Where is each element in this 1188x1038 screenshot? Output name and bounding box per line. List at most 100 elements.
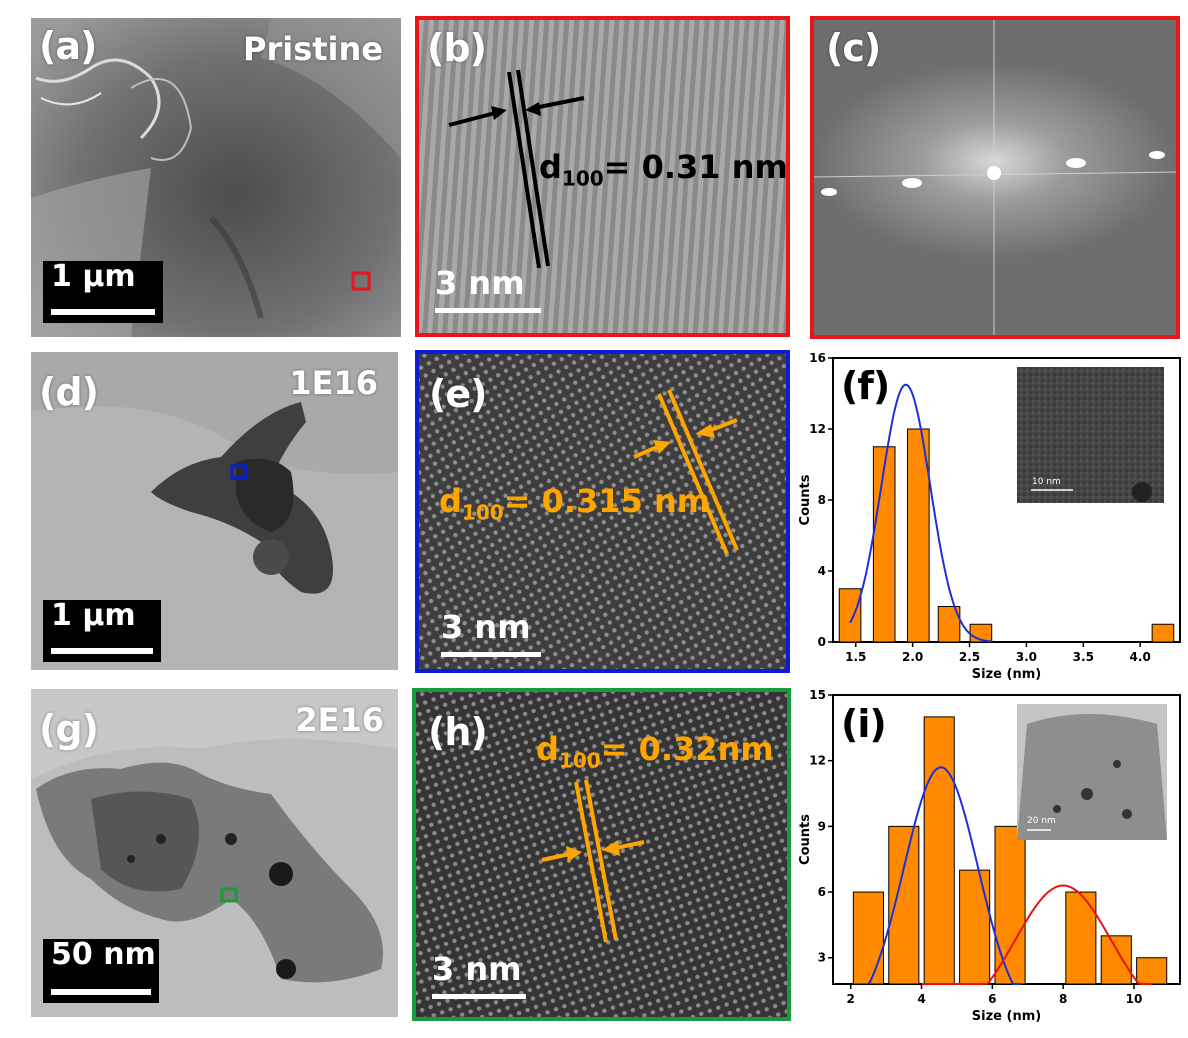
y-tick-label: 6 [818, 885, 826, 899]
d-symbol: d [539, 148, 562, 186]
panel-label: (g) [39, 707, 99, 751]
y-axis-label: Counts [798, 474, 813, 525]
region-marker-green [220, 887, 238, 903]
panel-d-tem-image: (d) 1E16 1 µm [31, 352, 398, 670]
inset-scale-text: 10 nm [1032, 477, 1061, 487]
histogram-bar [838, 588, 862, 643]
histogram-bar [872, 446, 896, 643]
histogram-bar [1151, 623, 1175, 643]
sample-label: 1E16 [289, 364, 378, 402]
scale-bar: 1 µm [43, 598, 161, 662]
y-axis-label: Counts [798, 814, 813, 865]
y-tick-label: 15 [809, 688, 826, 702]
panel-a-micrograph [31, 18, 401, 337]
scale-bar: 3 nm [435, 264, 541, 313]
scale-bar: 1 µm [43, 259, 163, 323]
x-tick-label: 10 [1126, 992, 1143, 1006]
histogram-bar [959, 869, 991, 985]
d-subscript: 100 [461, 500, 504, 525]
inset-f-image [1017, 367, 1164, 503]
scale-bar: 3 nm [441, 608, 541, 657]
gaussian-fit-curve [867, 766, 1021, 985]
panel-f-inset: 10 nm [1017, 367, 1164, 503]
region-marker-blue [230, 464, 248, 480]
x-tick-label: 2.5 [959, 650, 980, 664]
d-subscript: 100 [558, 748, 601, 773]
scale-bar-text: 3 nm [435, 264, 525, 302]
x-tick-label: 2.0 [902, 650, 923, 664]
gaussian-fit-curve [921, 884, 1152, 985]
panel-label: (h) [428, 710, 488, 754]
panel-h-hrtem: (h) d100= 0.32nm 3 nm [412, 688, 791, 1021]
inset-i-image [1017, 704, 1167, 840]
y-tick-label: 9 [818, 819, 826, 833]
panel-g-micrograph [31, 689, 398, 1017]
x-tick-label: 1.5 [845, 650, 866, 664]
histogram-bar [907, 428, 930, 643]
histogram-bar [852, 891, 884, 985]
y-tick-label: 4 [818, 564, 826, 578]
panel-label: (f) [841, 364, 890, 408]
panel-a-tem-image: (a) Pristine 1 µm [31, 18, 401, 337]
x-tick-label: 4.0 [1130, 650, 1151, 664]
histogram-bar [888, 825, 920, 985]
histogram-bar [1136, 957, 1168, 985]
d-spacing-label: d100= 0.31 nm [539, 148, 788, 191]
d-value: = 0.32nm [600, 730, 774, 768]
panel-b-lattice [419, 20, 786, 333]
sample-label: Pristine [243, 30, 383, 68]
x-tick-label: 8 [1059, 992, 1067, 1006]
d-value: = 0.315 nm [503, 482, 711, 520]
scale-bar-text: 3 nm [432, 950, 522, 988]
y-tick-label: 3 [818, 951, 826, 965]
y-tick-label: 12 [809, 754, 826, 768]
panel-label: (c) [826, 26, 881, 70]
panel-label: (b) [427, 26, 487, 70]
panel-i-size-histogram: 2 4 6 8 10 3 6 9 12 15 Size (nm) Counts (i) 20 nm [795, 688, 1185, 1028]
panel-c-fft-pattern [814, 20, 1176, 335]
scale-bar: 50 nm [43, 937, 159, 1003]
y-tick-label: 12 [809, 422, 826, 436]
panel-e-lattice [419, 354, 786, 669]
x-axis-label: Size (nm) [972, 1009, 1041, 1024]
scale-bar: 3 nm [432, 950, 526, 999]
d-symbol: d [439, 482, 462, 520]
scale-bar-text: 3 nm [441, 608, 531, 646]
d-spacing-label: d100= 0.32nm [536, 730, 774, 772]
panel-f-size-histogram: 1.5 2.0 2.5 3.0 3.5 4.0 0 4 8 12 16 Size (nm) Counts… [795, 351, 1185, 682]
x-tick-label: 3.5 [1073, 650, 1094, 664]
x-tick-label: 2 [847, 992, 855, 1006]
panel-b-hrtem: (b) d100= 0.31 nm 3 nm [415, 16, 790, 337]
scale-bar-text: 50 nm [51, 937, 156, 972]
scale-bar-text: 1 µm [51, 259, 136, 294]
panel-label: (a) [39, 24, 97, 68]
panel-label: (i) [841, 702, 887, 746]
d-subscript: 100 [561, 166, 604, 191]
y-tick-label: 0 [818, 635, 826, 649]
panel-label: (d) [39, 370, 99, 414]
inset-scale-text: 20 nm [1027, 816, 1056, 826]
y-tick-label: 8 [818, 493, 826, 507]
region-marker-red [351, 271, 371, 291]
x-tick-label: 3.0 [1016, 650, 1037, 664]
x-tick-label: 6 [988, 992, 996, 1006]
gaussian-fit-curve [849, 383, 993, 643]
y-tick-label: 16 [809, 352, 826, 365]
panel-g-tem-image: (g) 2E16 50 nm [31, 689, 398, 1017]
d-symbol: d [536, 730, 559, 768]
histogram-bar [937, 606, 961, 643]
panel-i-inset: 20 nm [1017, 704, 1167, 840]
x-tick-label: 4 [917, 992, 925, 1006]
d-value: = 0.31 nm [603, 148, 788, 186]
scale-bar-text: 1 µm [51, 598, 136, 633]
panel-c-fft: (c) [810, 16, 1180, 339]
panel-e-hrtem: (e) d100= 0.315 nm 3 nm [415, 350, 790, 673]
histogram-bar [1100, 935, 1132, 985]
histogram-bar [994, 825, 1026, 985]
histogram-bar [923, 716, 955, 985]
sample-label: 2E16 [295, 701, 384, 739]
panel-label: (e) [429, 372, 488, 416]
panel-h-lattice [416, 692, 787, 1017]
x-axis-label: Size (nm) [972, 667, 1041, 682]
d-spacing-label: d100= 0.315 nm [439, 482, 710, 524]
